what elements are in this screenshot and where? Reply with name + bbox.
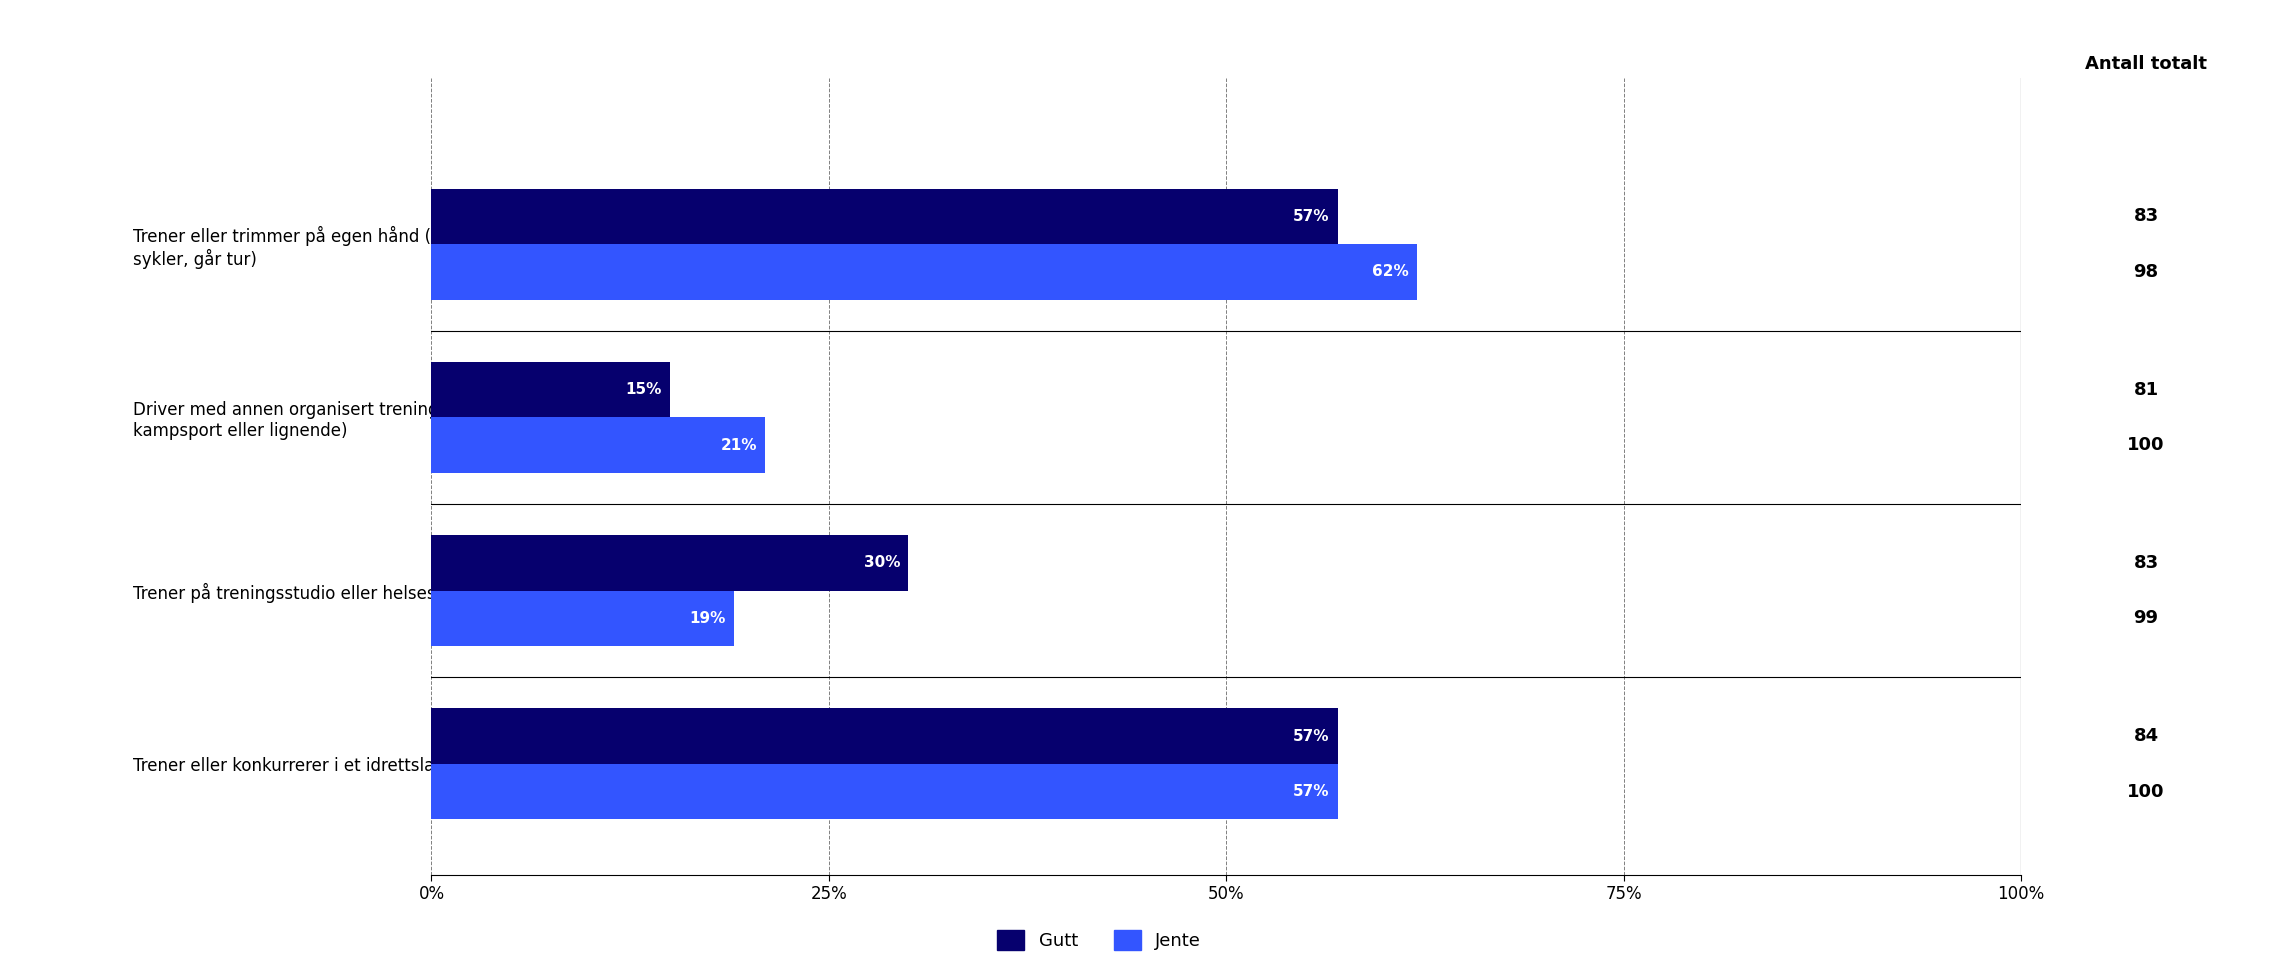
Text: 100: 100 bbox=[2128, 436, 2164, 454]
Bar bbox=[431, 362, 670, 417]
Bar bbox=[431, 591, 734, 646]
Text: 21%: 21% bbox=[720, 437, 759, 453]
Bar bbox=[431, 536, 908, 591]
Text: 98: 98 bbox=[2132, 262, 2160, 281]
Text: 57%: 57% bbox=[1292, 729, 1329, 744]
Legend: Gutt, Jente: Gutt, Jente bbox=[990, 923, 1208, 957]
Text: 83: 83 bbox=[2132, 207, 2160, 226]
Text: 62%: 62% bbox=[1372, 264, 1408, 279]
Text: 30%: 30% bbox=[863, 555, 899, 571]
Text: 19%: 19% bbox=[688, 610, 724, 626]
Text: 57%: 57% bbox=[1292, 209, 1329, 224]
Bar bbox=[431, 764, 1338, 819]
Bar bbox=[431, 709, 1338, 764]
Bar bbox=[431, 189, 1338, 244]
Text: 57%: 57% bbox=[1292, 784, 1329, 799]
Text: 100: 100 bbox=[2128, 782, 2164, 801]
Text: Antall totalt: Antall totalt bbox=[2085, 54, 2207, 73]
Bar bbox=[431, 244, 1417, 299]
Text: 84: 84 bbox=[2132, 727, 2160, 746]
Text: 83: 83 bbox=[2132, 554, 2160, 572]
Text: 15%: 15% bbox=[625, 382, 663, 398]
Text: 99: 99 bbox=[2132, 609, 2160, 627]
Text: 81: 81 bbox=[2132, 381, 2160, 399]
Bar bbox=[431, 417, 765, 472]
